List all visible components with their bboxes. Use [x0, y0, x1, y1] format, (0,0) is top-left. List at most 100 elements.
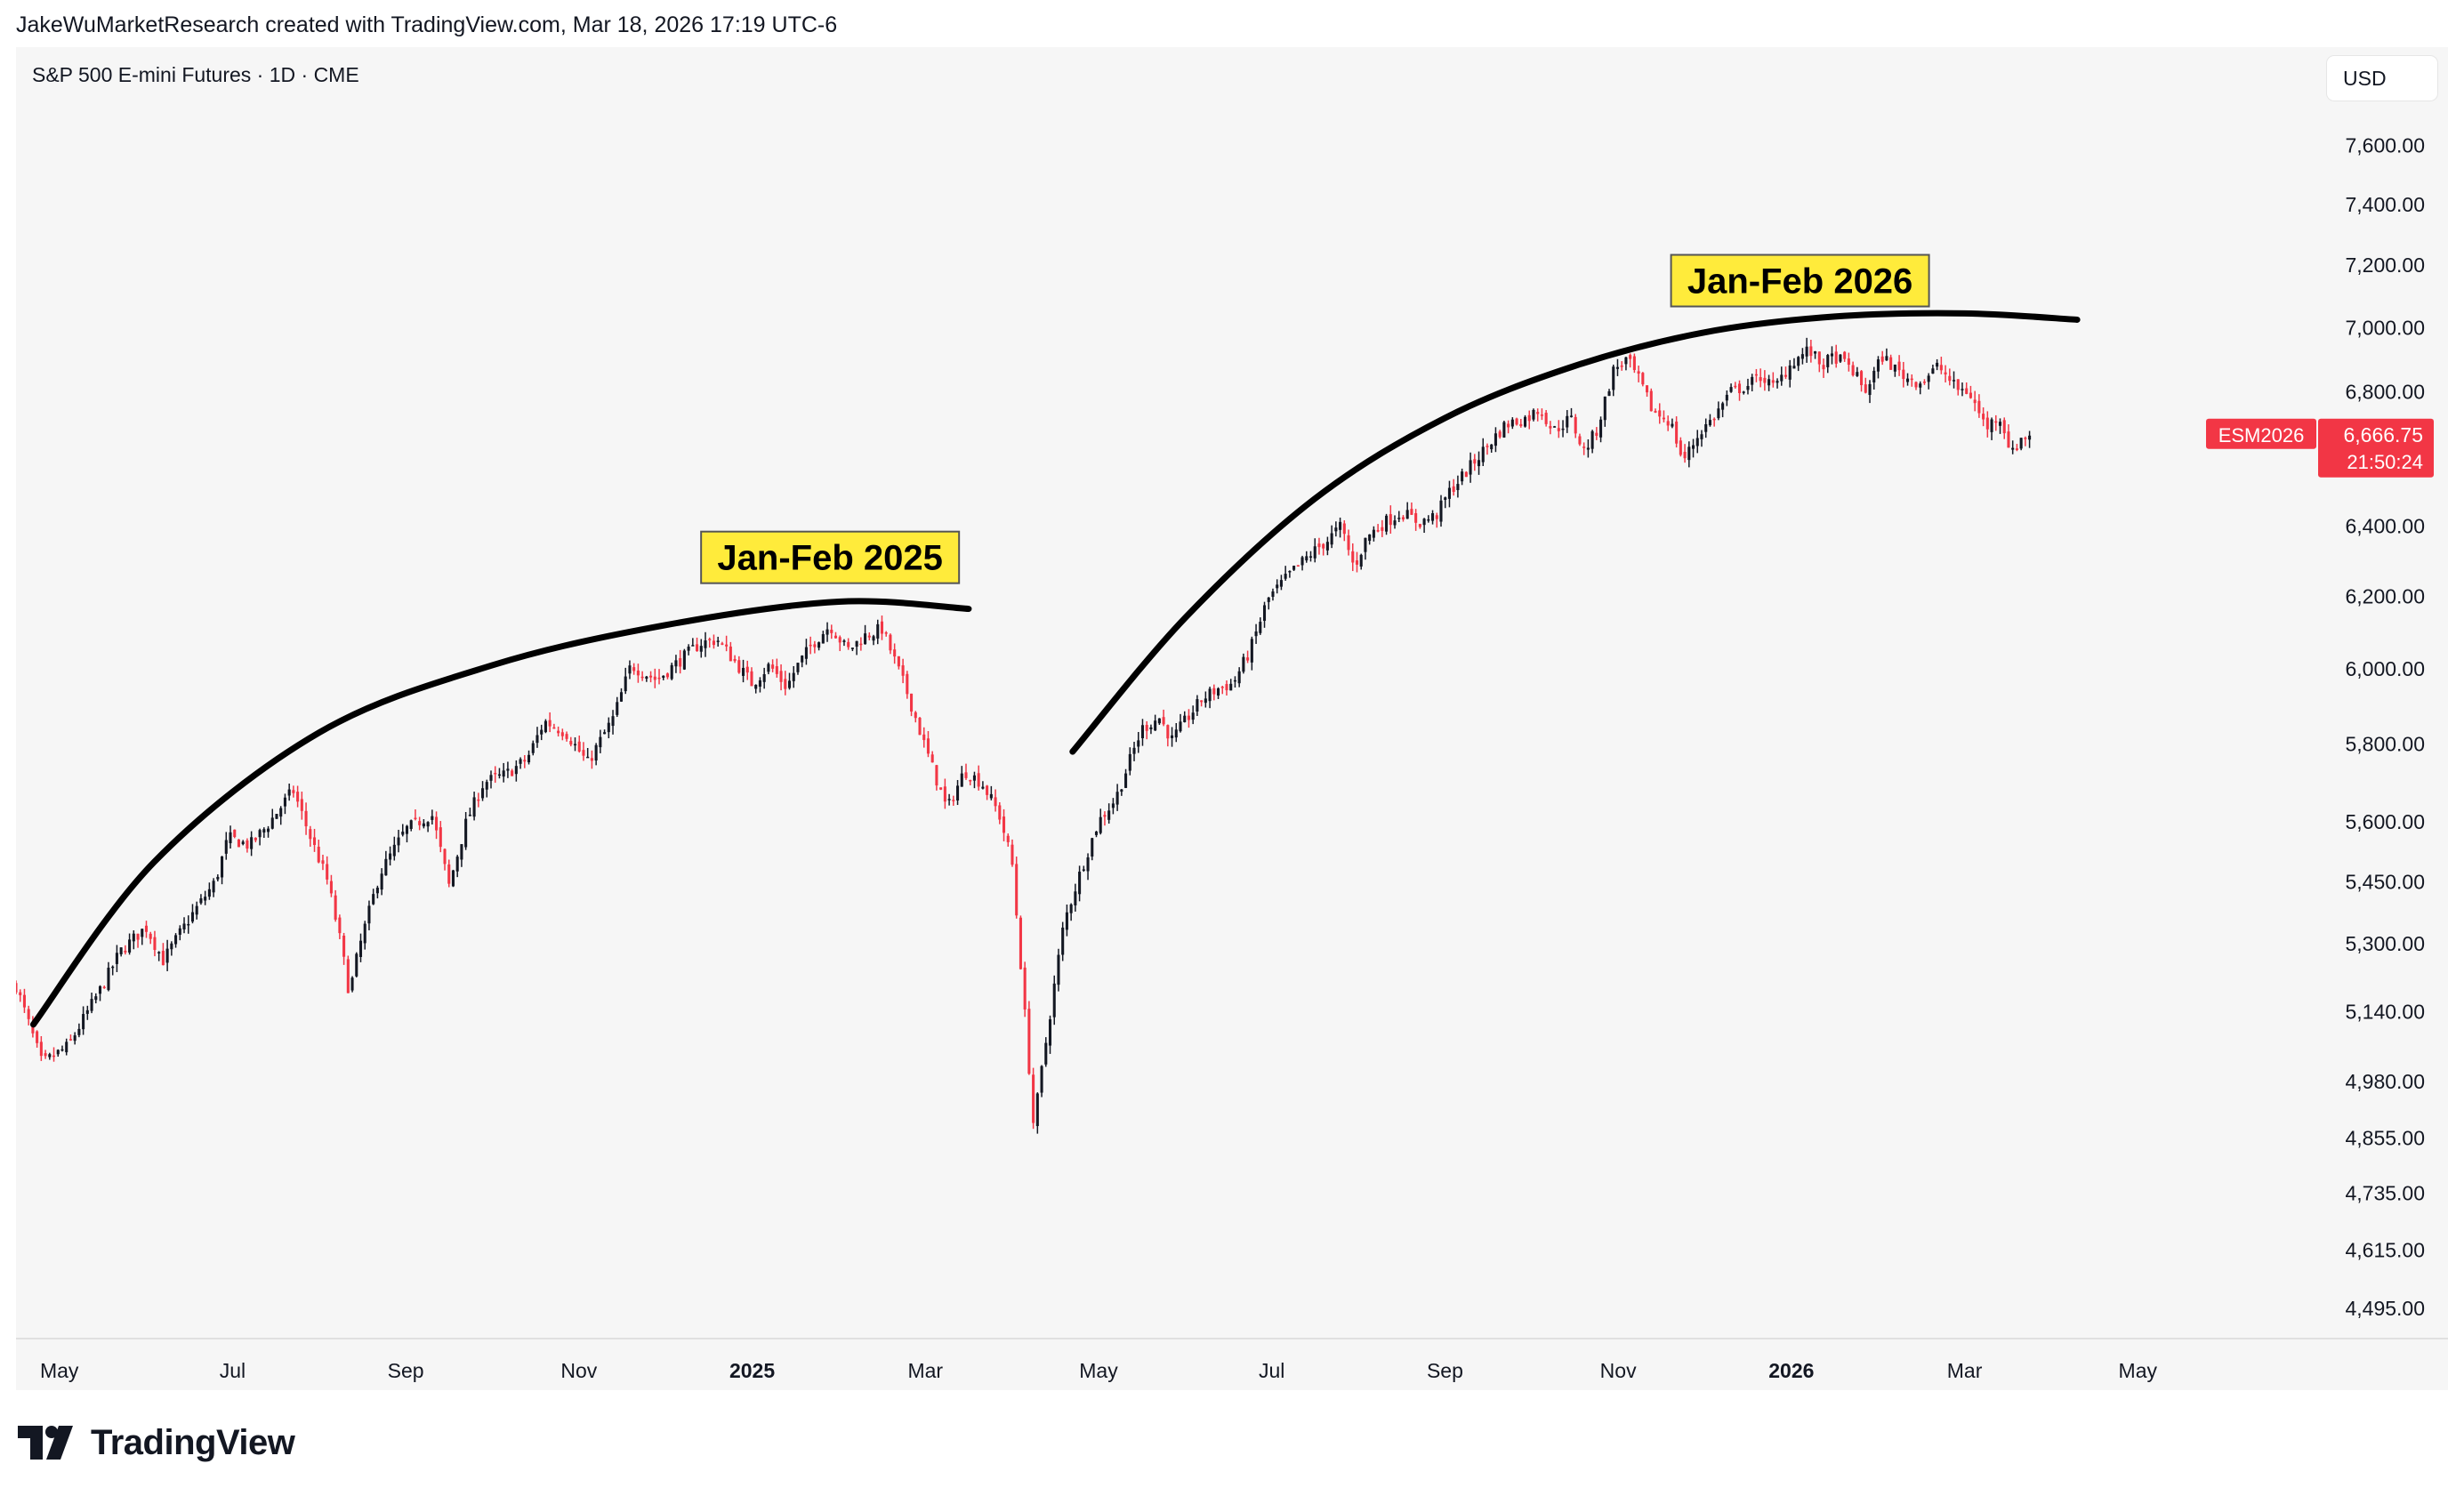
candle	[1435, 512, 1438, 528]
candle	[1851, 361, 1855, 377]
candle	[1944, 365, 1947, 383]
candle	[696, 637, 699, 652]
candle	[1632, 353, 1636, 374]
candle	[1385, 513, 1389, 535]
candle	[1809, 339, 1813, 363]
candle	[115, 945, 118, 972]
candle	[1746, 378, 1750, 395]
candle	[1461, 468, 1464, 486]
candle	[1477, 451, 1481, 475]
price-axis[interactable]: 7,600.00 7,400.00 7,200.00 7,000.00 6,800.00…	[2345, 134, 2425, 1321]
candle	[1276, 579, 1279, 594]
price-tick-label: 7,000.00	[2345, 316, 2425, 339]
price-chart[interactable]: 7,600.00 7,400.00 7,200.00 7,000.00 6,800.00…	[16, 47, 2448, 1390]
candles[interactable]	[16, 337, 2032, 1134]
candle	[1847, 352, 1850, 372]
candle	[1595, 427, 1598, 440]
candle	[649, 671, 653, 683]
annotation-label-1[interactable]: Jan-Feb 2025	[700, 530, 961, 584]
time-tick-label: May	[2119, 1359, 2158, 1382]
candle	[1994, 414, 1998, 431]
candle	[1590, 430, 1594, 454]
candle	[1885, 348, 1888, 361]
candle	[258, 828, 262, 846]
candle	[367, 900, 371, 930]
candle	[1725, 390, 1728, 406]
price-tick-label: 6,800.00	[2345, 380, 2425, 403]
candle	[287, 784, 291, 801]
candle	[16, 980, 18, 994]
chart-pane[interactable]: 7,600.00 7,400.00 7,200.00 7,000.00 6,800.00…	[16, 47, 2448, 1390]
time-tick-label: May	[40, 1359, 79, 1382]
candle	[1675, 416, 1679, 448]
candle	[1549, 421, 1552, 435]
candle	[1566, 410, 1569, 433]
candle	[1561, 420, 1565, 438]
arc-drawing-2[interactable]	[1069, 310, 2081, 755]
time-axis[interactable]: May Jul Sep Nov 2025 Mar May Jul Sep Nov 2026 Mar Ma…	[40, 1359, 2158, 1382]
candle	[1742, 390, 1745, 395]
candle	[1317, 537, 1321, 555]
candle	[1389, 505, 1392, 535]
candle	[1982, 407, 1985, 427]
candle	[1754, 368, 1758, 382]
last-price-marker[interactable]: ESM2026 6,666.75 21:50:24	[2206, 418, 2434, 478]
candle	[275, 814, 278, 819]
candle	[119, 947, 123, 957]
candle	[494, 766, 497, 784]
candle	[607, 717, 610, 739]
candle	[1284, 566, 1287, 581]
candle	[2019, 438, 2023, 451]
candle	[1856, 366, 1859, 377]
price-tick-label: 6,200.00	[2345, 584, 2425, 607]
candle	[1048, 1015, 1052, 1054]
tradingview-logo[interactable]: TradingView	[18, 1420, 295, 1465]
candle	[787, 672, 792, 690]
candle	[439, 821, 442, 853]
annotation-label-2[interactable]: Jan-Feb 2026	[1670, 253, 1930, 308]
candle	[842, 639, 846, 647]
candle	[1729, 383, 1733, 393]
candle	[1695, 430, 1699, 454]
currency-selector[interactable]: USD	[2327, 56, 2437, 101]
candle	[653, 668, 656, 688]
candle	[2002, 417, 2006, 439]
candle	[1662, 410, 1665, 422]
candle	[187, 915, 190, 934]
candle	[1262, 601, 1267, 628]
candle	[1784, 366, 1788, 380]
candle	[972, 771, 976, 789]
candle	[1880, 350, 1884, 366]
candle	[594, 743, 598, 766]
candle	[1936, 358, 1939, 371]
candle	[1498, 430, 1502, 439]
candle	[1099, 808, 1102, 835]
candle	[1814, 350, 1817, 359]
candle	[350, 976, 354, 993]
candle	[485, 779, 488, 798]
candle	[792, 665, 795, 688]
candle	[1052, 975, 1056, 1025]
candle	[1830, 346, 1834, 365]
candle	[699, 639, 703, 658]
candle	[1776, 378, 1779, 389]
candle	[1166, 724, 1170, 747]
candle	[1922, 379, 1926, 385]
time-tick-label: Sep	[388, 1359, 424, 1382]
candle	[224, 832, 228, 860]
candle	[1897, 355, 1901, 376]
candle	[1364, 537, 1367, 560]
candle	[986, 784, 989, 800]
candle	[906, 671, 909, 699]
candle	[207, 882, 211, 900]
candle	[1834, 344, 1838, 368]
candle	[665, 672, 670, 680]
price-tick-label: 4,495.00	[2345, 1297, 2425, 1320]
arc-drawing-1[interactable]	[29, 598, 972, 1028]
candle	[1237, 667, 1241, 688]
candle	[431, 809, 434, 825]
candle	[1868, 380, 1872, 404]
candle	[830, 624, 833, 639]
candle	[813, 640, 817, 654]
candle	[855, 640, 858, 656]
